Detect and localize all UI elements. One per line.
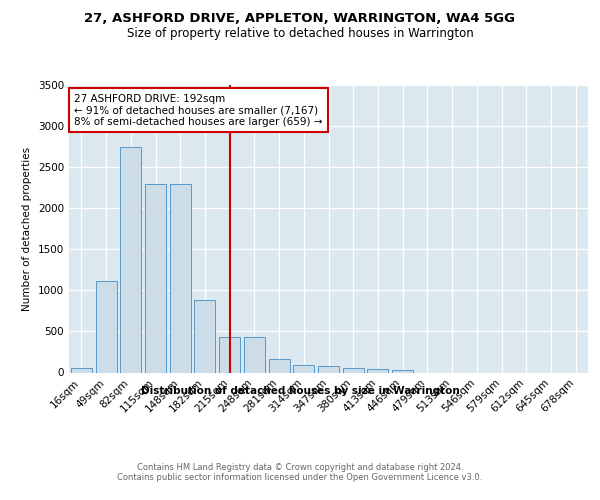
Text: 27 ASHFORD DRIVE: 192sqm
← 91% of detached houses are smaller (7,167)
8% of semi: 27 ASHFORD DRIVE: 192sqm ← 91% of detach… xyxy=(74,94,323,127)
Bar xyxy=(219,337,240,372)
Bar xyxy=(71,368,92,372)
Bar xyxy=(95,282,116,372)
Text: Contains HM Land Registry data © Crown copyright and database right 2024.
Contai: Contains HM Land Registry data © Crown c… xyxy=(118,462,482,482)
Bar xyxy=(392,370,413,372)
Bar xyxy=(120,146,141,372)
Bar xyxy=(170,184,191,372)
Bar xyxy=(318,366,339,372)
Bar xyxy=(269,360,290,372)
Bar xyxy=(244,337,265,372)
Bar xyxy=(194,300,215,372)
Bar xyxy=(343,368,364,372)
Y-axis label: Number of detached properties: Number of detached properties xyxy=(22,146,32,311)
Bar xyxy=(293,365,314,372)
Text: Size of property relative to detached houses in Warrington: Size of property relative to detached ho… xyxy=(127,28,473,40)
Bar xyxy=(367,369,388,372)
Bar xyxy=(145,184,166,372)
Text: 27, ASHFORD DRIVE, APPLETON, WARRINGTON, WA4 5GG: 27, ASHFORD DRIVE, APPLETON, WARRINGTON,… xyxy=(85,12,515,26)
Text: Distribution of detached houses by size in Warrington: Distribution of detached houses by size … xyxy=(140,386,460,396)
